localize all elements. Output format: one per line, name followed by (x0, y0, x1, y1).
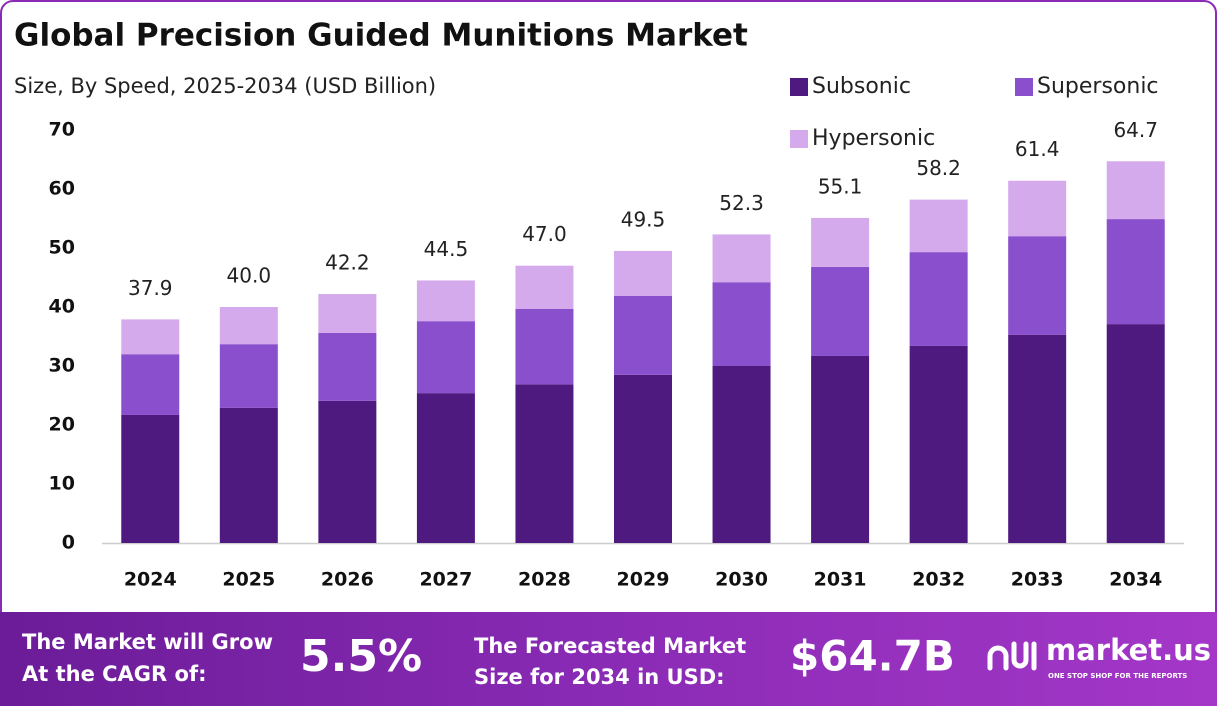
total-label: 64.7 (1113, 118, 1158, 142)
x-tick-label: 2024 (124, 569, 177, 591)
bar-segment (614, 374, 672, 543)
bar-segment (515, 308, 574, 385)
bar-segment (909, 345, 968, 543)
bar-segment (318, 400, 377, 543)
bar-segment (318, 332, 377, 401)
bar-segment (416, 393, 475, 543)
bar-segment (1008, 334, 1067, 543)
x-tick-label: 2028 (518, 569, 571, 591)
y-tick-label: 10 (49, 473, 75, 495)
x-tick-label: 2030 (715, 569, 768, 591)
bar-segment (712, 282, 771, 366)
brand-tagline: ONE STOP SHOP FOR THE REPORTS (1048, 672, 1187, 680)
legend: Subsonic Supersonic Hypersonic (790, 74, 1159, 151)
footer-text: At the CAGR of: (22, 662, 207, 686)
footer-text: The Forecasted Market (474, 634, 746, 658)
bar-segment (416, 280, 475, 322)
bar-segment (712, 234, 771, 283)
total-label: 37.9 (128, 276, 173, 300)
footer-text: Size for 2034 in USD: (474, 665, 725, 689)
total-label: 44.5 (424, 237, 469, 261)
x-tick-label: 2034 (1109, 569, 1162, 591)
x-tick-label: 2033 (1011, 569, 1064, 591)
bar-segment (811, 217, 870, 267)
legend-label: Subsonic (812, 74, 911, 99)
y-tick-label: 70 (49, 119, 75, 141)
y-tick-label: 40 (49, 296, 75, 318)
bar-segment (318, 294, 377, 333)
x-tick-label: 2025 (222, 569, 275, 591)
chart-subtitle: Size, By Speed, 2025-2034 (USD Billion) (14, 74, 436, 98)
y-tick-label: 50 (49, 237, 75, 259)
brand-name: market.us (1046, 633, 1211, 667)
total-label: 49.5 (621, 207, 666, 231)
bar-segment (909, 199, 968, 253)
bar-segment (1008, 236, 1067, 335)
total-label: 42.2 (325, 251, 370, 275)
bar-segment (219, 407, 278, 543)
forecast-value: $64.7B (790, 632, 955, 681)
bar-segment (416, 321, 475, 394)
bar-segment (515, 265, 574, 309)
bar-segment (614, 250, 672, 296)
bar-segment (811, 266, 870, 356)
bar-segment (121, 319, 180, 355)
total-label: 47.0 (522, 222, 567, 246)
plot: 010203040506070202437.9202540.0202642.22… (49, 118, 1165, 591)
legend-swatch (790, 78, 808, 96)
y-tick-label: 30 (49, 355, 75, 377)
bar-segment (712, 366, 771, 543)
x-tick-label: 2029 (617, 569, 670, 591)
x-tick-label: 2032 (912, 569, 965, 591)
legend-label: Hypersonic (812, 126, 935, 151)
bar-segment (811, 355, 870, 543)
legend-swatch (790, 130, 808, 148)
total-label: 55.1 (818, 174, 863, 198)
bar-segment (121, 354, 180, 415)
total-label: 40.0 (227, 264, 272, 288)
legend-swatch (1015, 78, 1033, 96)
bar-segment (121, 414, 180, 543)
cagr-value: 5.5% (300, 631, 422, 682)
footer-text: The Market will Grow (22, 630, 273, 654)
brand-logo (987, 641, 1037, 671)
bar-segment (1008, 180, 1067, 237)
bar-segment (219, 307, 278, 345)
bar-segment (614, 295, 672, 375)
bar-segment (515, 384, 574, 543)
x-tick-label: 2031 (814, 569, 867, 591)
bar-segment (1106, 324, 1165, 543)
bar-segment (909, 252, 968, 346)
total-label: 61.4 (1015, 137, 1060, 161)
y-tick-label: 0 (62, 532, 75, 554)
x-tick-label: 2027 (419, 569, 472, 591)
total-label: 58.2 (916, 156, 961, 180)
bar-segment (1106, 219, 1165, 325)
y-tick-label: 20 (49, 414, 75, 436)
legend-label: Supersonic (1037, 74, 1159, 99)
bar-segment (1106, 161, 1165, 220)
total-label: 52.3 (719, 191, 764, 215)
x-tick-label: 2026 (321, 569, 374, 591)
bar-segment (219, 344, 278, 408)
y-tick-label: 60 (49, 178, 75, 200)
chart-title: Global Precision Guided Munitions Market (14, 18, 748, 54)
